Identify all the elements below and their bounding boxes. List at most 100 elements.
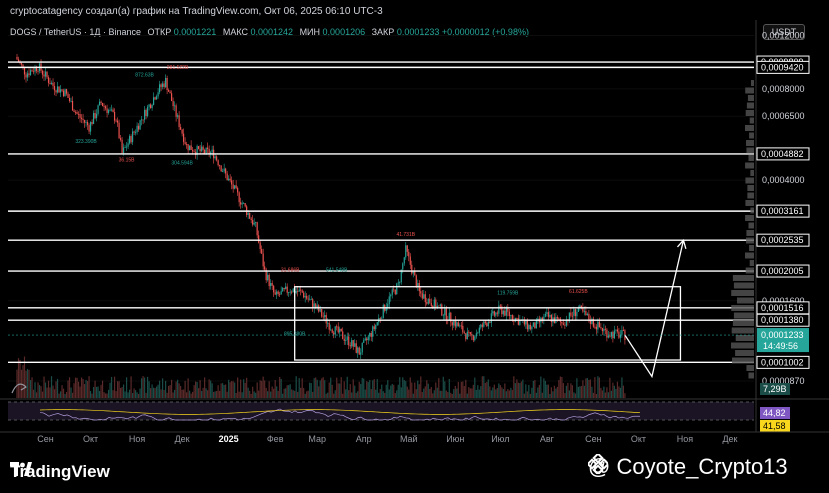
candle-body bbox=[199, 148, 201, 152]
volume-bar bbox=[283, 388, 285, 398]
volume-bar bbox=[544, 380, 546, 398]
candle-body bbox=[492, 311, 494, 314]
candle-body bbox=[403, 257, 405, 264]
price-tick-label: 0,0000870 bbox=[762, 376, 805, 386]
candle-body bbox=[307, 298, 309, 300]
candle-body bbox=[80, 117, 83, 119]
candle-body bbox=[564, 324, 566, 326]
tradingview-icon bbox=[10, 462, 32, 476]
volume-bar bbox=[331, 384, 333, 398]
candle-body bbox=[402, 263, 404, 270]
candle-body bbox=[297, 291, 299, 292]
candle-body bbox=[424, 294, 426, 303]
volume-bar bbox=[256, 382, 258, 398]
volume-annotation-label: 281.522B bbox=[167, 65, 189, 71]
candle-body bbox=[89, 122, 92, 132]
volume-bar bbox=[475, 389, 477, 398]
candle-body bbox=[174, 105, 176, 107]
candle-body bbox=[444, 308, 446, 316]
low-label: МИН bbox=[299, 27, 321, 37]
candle-body bbox=[29, 70, 32, 76]
volume-bar bbox=[355, 392, 357, 398]
volume-bar bbox=[241, 392, 243, 398]
volume-bar bbox=[417, 380, 419, 398]
candle-body bbox=[298, 289, 300, 292]
candle-body bbox=[483, 321, 485, 327]
candle-body bbox=[568, 312, 570, 322]
rsi-ma-line bbox=[39, 409, 641, 415]
volume-bar bbox=[249, 390, 251, 398]
volume-bar bbox=[532, 380, 534, 398]
candle-body bbox=[171, 93, 173, 102]
volume-bar bbox=[351, 392, 353, 398]
candle-body bbox=[119, 138, 122, 140]
candle-body bbox=[264, 266, 266, 270]
candle-body bbox=[354, 343, 356, 347]
volume-bar bbox=[100, 384, 102, 398]
candle-body bbox=[127, 143, 129, 147]
currency-button[interactable]: USDT bbox=[763, 24, 805, 40]
candle-body bbox=[471, 334, 473, 336]
symbol-name[interactable]: DOGS / TetherUS · 1Д · Binance bbox=[10, 27, 141, 37]
candle-body bbox=[493, 311, 495, 316]
candle-body bbox=[577, 308, 579, 312]
candle-body bbox=[382, 304, 384, 319]
candle-body bbox=[595, 326, 597, 330]
volume-bar bbox=[310, 383, 312, 398]
candle-body bbox=[390, 294, 392, 297]
candle-body bbox=[606, 329, 608, 338]
volume-bar bbox=[502, 388, 504, 398]
candle-body bbox=[136, 125, 138, 133]
volume-bar bbox=[294, 390, 296, 398]
candle-body bbox=[73, 110, 75, 113]
candle-body bbox=[301, 290, 303, 293]
candle-body bbox=[396, 283, 398, 295]
volume-bar bbox=[373, 379, 375, 398]
volume-bar bbox=[68, 377, 71, 398]
volume-bar bbox=[336, 377, 338, 398]
candle-body bbox=[385, 307, 387, 311]
candle-body bbox=[330, 329, 332, 331]
candle-body bbox=[109, 109, 111, 111]
volume-bar bbox=[486, 381, 488, 398]
price-tick-label: 0,0006500 bbox=[762, 111, 805, 121]
volume-bar bbox=[44, 382, 47, 398]
volume-bar bbox=[567, 382, 569, 398]
candle-body bbox=[556, 317, 558, 319]
volume-bar bbox=[151, 384, 153, 398]
rsi-ma-value-tag bbox=[760, 420, 790, 432]
candle-body bbox=[139, 120, 141, 130]
candle-body bbox=[226, 173, 228, 181]
candle-body bbox=[125, 146, 128, 148]
tradingview-logo[interactable]: TradingView bbox=[10, 462, 110, 482]
candle-body bbox=[517, 318, 519, 325]
volume-bar bbox=[49, 387, 51, 398]
candle-body bbox=[400, 269, 402, 283]
candle-body bbox=[35, 66, 38, 72]
volume-bar bbox=[55, 381, 57, 398]
candle-body bbox=[364, 338, 366, 341]
volume-bar bbox=[226, 391, 228, 398]
volume-bar bbox=[313, 378, 315, 398]
volume-bar bbox=[309, 382, 311, 398]
projection-arrow-head bbox=[676, 238, 687, 250]
candle-body bbox=[214, 156, 216, 159]
projection-path[interactable] bbox=[624, 240, 685, 379]
candle-body bbox=[52, 82, 54, 87]
volume-bar bbox=[101, 380, 104, 398]
volume-bar bbox=[529, 393, 531, 398]
volume-bar bbox=[298, 378, 300, 398]
volume-annotation-label: 895.380B bbox=[284, 331, 306, 337]
volume-bar bbox=[487, 379, 489, 398]
candle-body bbox=[510, 315, 512, 316]
volume-bar bbox=[496, 388, 498, 398]
volume-bar bbox=[357, 391, 359, 398]
volume-bar bbox=[31, 377, 33, 398]
candle-body bbox=[613, 330, 616, 339]
volume-bar bbox=[390, 385, 392, 398]
range-box[interactable] bbox=[294, 286, 682, 361]
level-price-label: 0,0003161 bbox=[761, 206, 804, 216]
candle-body bbox=[163, 83, 165, 87]
candle-body bbox=[107, 110, 110, 113]
